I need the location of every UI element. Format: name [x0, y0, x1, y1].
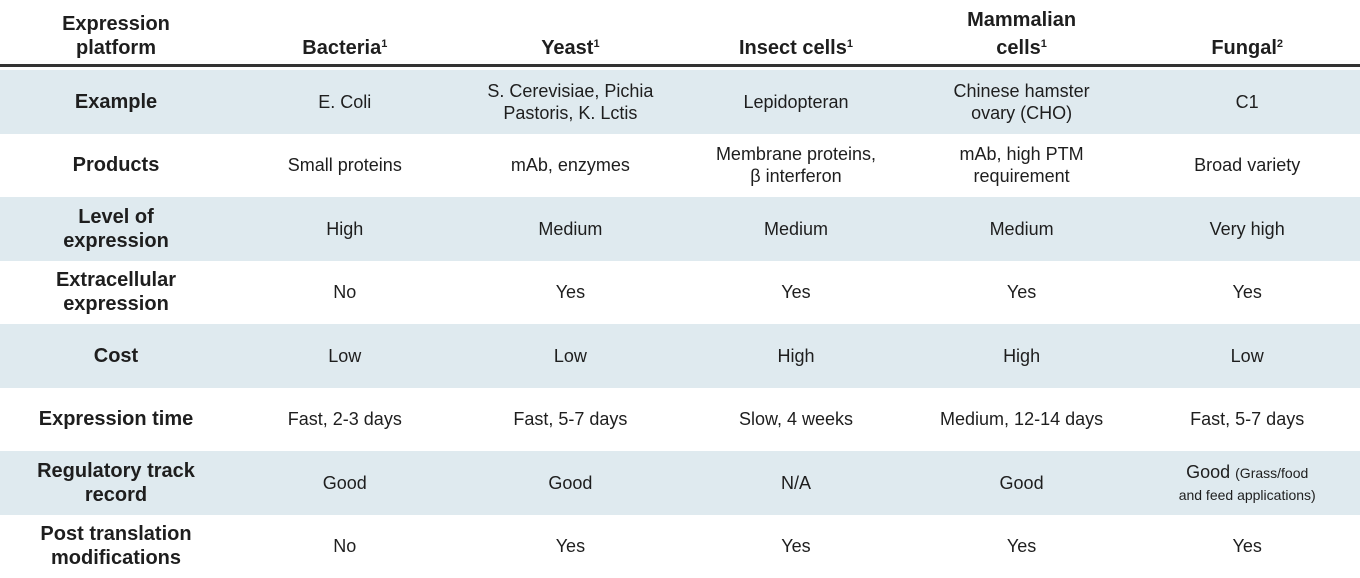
header-label: Fungal	[1211, 37, 1277, 59]
header-label: Mammalian cells	[967, 9, 1076, 59]
table-cell: E. Coli	[232, 70, 458, 134]
row-label: Post translation modifications	[0, 515, 232, 578]
table-cell: Yes	[458, 261, 684, 325]
table-cell: Medium, 12-14 days	[909, 388, 1135, 452]
footnote-mark: 2	[1277, 38, 1283, 50]
table-cell: High	[909, 324, 1135, 388]
table-cell: Yes	[683, 515, 909, 578]
cell-text: Good	[1186, 462, 1230, 482]
header-label: Insect cells	[739, 37, 847, 59]
header-cell: Yeast1	[458, 0, 684, 66]
row-label: Regulatory track record	[0, 451, 232, 515]
table-cell: Good (Grass/food and feed applications)	[1134, 451, 1360, 515]
table-cell: Low	[1134, 324, 1360, 388]
table-cell: Lepidopteran	[683, 70, 909, 134]
table-cell: Yes	[909, 261, 1135, 325]
table-cell: Yes	[1134, 261, 1360, 325]
footnote-mark: 1	[381, 38, 387, 50]
table-cell: C1	[1134, 70, 1360, 134]
table-cell: Good	[458, 451, 684, 515]
row-label: Expression time	[0, 388, 232, 452]
header-label: Bacteria	[302, 37, 381, 59]
table-cell: Yes	[1134, 515, 1360, 578]
table-cell: High	[683, 324, 909, 388]
table-cell: Good	[232, 451, 458, 515]
table-cell: S. Cerevisiae, Pichia Pastoris, K. Lctis	[458, 70, 684, 134]
header-cell: Bacteria1	[232, 0, 458, 66]
table-cell: No	[232, 261, 458, 325]
footnote-mark: 1	[1041, 38, 1047, 50]
table-cell: Yes	[458, 515, 684, 578]
row-label: Products	[0, 134, 232, 198]
table-cell: Yes	[909, 515, 1135, 578]
row-label: Extracellular expression	[0, 261, 232, 325]
header-label: Yeast	[541, 37, 593, 59]
table-cell: Medium	[683, 197, 909, 261]
row-label: Example	[0, 70, 232, 134]
table-cell: Low	[232, 324, 458, 388]
table-cell: Chinese hamster ovary (CHO)	[909, 70, 1135, 134]
table-cell: Very high	[1134, 197, 1360, 261]
table-cell: Yes	[683, 261, 909, 325]
table-cell: N/A	[683, 451, 909, 515]
table-cell: Medium	[458, 197, 684, 261]
row-label: Level of expression	[0, 197, 232, 261]
table-cell: mAb, high PTM requirement	[909, 134, 1135, 198]
header-cell: Fungal2	[1134, 0, 1360, 66]
table-cell: No	[232, 515, 458, 578]
table-cell: Slow, 4 weeks	[683, 388, 909, 452]
table-cell: Membrane proteins, β interferon	[683, 134, 909, 198]
table-cell: Good	[909, 451, 1135, 515]
footnote-mark: 1	[593, 38, 599, 50]
table-cell: Medium	[909, 197, 1135, 261]
row-label: Cost	[0, 324, 232, 388]
table-cell: Fast, 5-7 days	[1134, 388, 1360, 452]
header-cell: Expression platform	[0, 0, 232, 66]
header-cell: Insect cells1	[683, 0, 909, 66]
table-cell: Small proteins	[232, 134, 458, 198]
table-cell: Fast, 2-3 days	[232, 388, 458, 452]
table-cell: Low	[458, 324, 684, 388]
table-cell: High	[232, 197, 458, 261]
table-cell: Broad variety	[1134, 134, 1360, 198]
header-cell: Mammalian cells1	[909, 0, 1135, 66]
footnote-mark: 1	[847, 38, 853, 50]
table-cell: mAb, enzymes	[458, 134, 684, 198]
table-cell: Fast, 5-7 days	[458, 388, 684, 452]
